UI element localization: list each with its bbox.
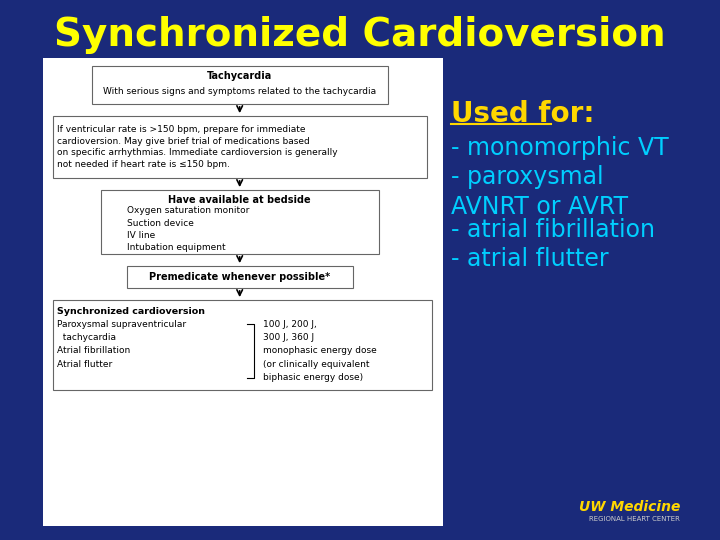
Text: - atrial fibrillation: - atrial fibrillation bbox=[451, 218, 654, 242]
FancyBboxPatch shape bbox=[101, 190, 379, 254]
Text: With serious signs and symptoms related to the tachycardia: With serious signs and symptoms related … bbox=[103, 87, 377, 97]
Text: - atrial flutter: - atrial flutter bbox=[451, 247, 608, 271]
Text: Paroxysmal supraventricular
  tachycardia
Atrial fibrillation
Atrial flutter: Paroxysmal supraventricular tachycardia … bbox=[58, 320, 186, 369]
FancyBboxPatch shape bbox=[127, 266, 353, 288]
Text: Synchronized cardioversion: Synchronized cardioversion bbox=[58, 307, 205, 316]
Text: Oxygen saturation monitor
Suction device
IV line
Intubation equipment: Oxygen saturation monitor Suction device… bbox=[127, 206, 249, 253]
Text: 100 J, 200 J,
300 J, 360 J
monophasic energy dose
(or clinically equivalent
biph: 100 J, 200 J, 300 J, 360 J monophasic en… bbox=[263, 320, 377, 382]
Text: Tachycardia: Tachycardia bbox=[207, 71, 272, 81]
Text: UW Medicine: UW Medicine bbox=[579, 500, 680, 514]
FancyBboxPatch shape bbox=[91, 66, 388, 104]
FancyBboxPatch shape bbox=[53, 300, 432, 390]
Text: - monomorphic VT: - monomorphic VT bbox=[451, 136, 668, 160]
Text: Synchronized Cardioversion: Synchronized Cardioversion bbox=[54, 16, 666, 54]
Text: Have available at bedside: Have available at bedside bbox=[168, 195, 311, 205]
Text: REGIONAL HEART CENTER: REGIONAL HEART CENTER bbox=[590, 516, 680, 522]
FancyBboxPatch shape bbox=[43, 58, 444, 526]
Text: If ventricular rate is >150 bpm, prepare for immediate
cardioversion. May give b: If ventricular rate is >150 bpm, prepare… bbox=[58, 125, 338, 169]
Text: - paroxysmal
AVNRT or AVRT: - paroxysmal AVNRT or AVRT bbox=[451, 165, 628, 219]
Text: Used for:: Used for: bbox=[451, 100, 594, 128]
Text: Premedicate whenever possible*: Premedicate whenever possible* bbox=[149, 272, 330, 282]
FancyBboxPatch shape bbox=[53, 116, 427, 178]
